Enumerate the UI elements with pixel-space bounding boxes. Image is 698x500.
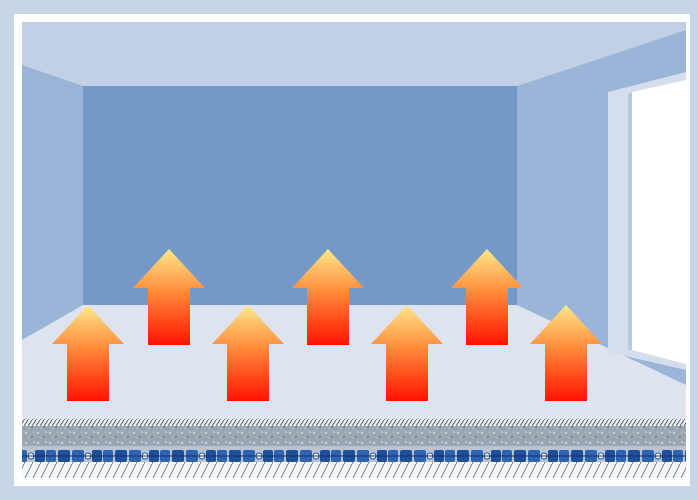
window-edge xyxy=(628,92,632,350)
room xyxy=(22,22,686,420)
insulation xyxy=(22,462,686,478)
left-wall xyxy=(22,65,83,340)
floor-layers xyxy=(22,419,686,478)
heating-pipes xyxy=(22,446,686,462)
screed xyxy=(22,426,686,446)
window xyxy=(632,80,686,364)
floor-covering xyxy=(22,419,686,426)
